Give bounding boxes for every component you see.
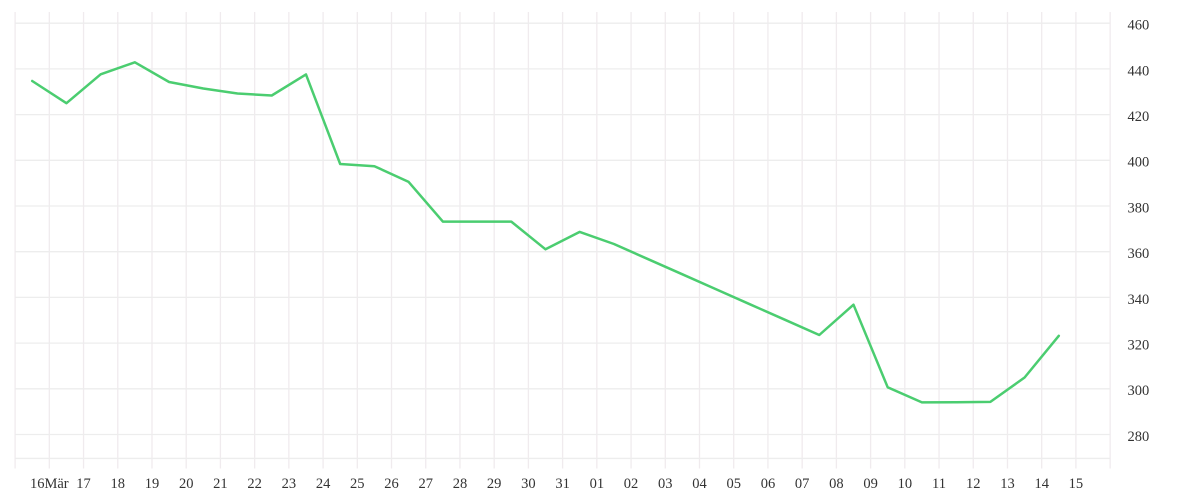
svg-text:400: 400 [1128, 155, 1150, 171]
svg-text:21: 21 [213, 476, 228, 492]
svg-text:280: 280 [1128, 429, 1150, 445]
svg-text:420: 420 [1128, 109, 1150, 125]
svg-text:14: 14 [1034, 476, 1049, 492]
svg-text:13: 13 [1000, 476, 1015, 492]
svg-text:12: 12 [966, 476, 981, 492]
svg-text:19: 19 [145, 476, 160, 492]
svg-text:26: 26 [384, 476, 399, 492]
svg-text:300: 300 [1128, 383, 1150, 399]
svg-text:05: 05 [726, 476, 741, 492]
svg-text:01: 01 [590, 476, 605, 492]
svg-text:10: 10 [898, 476, 913, 492]
svg-text:06: 06 [761, 476, 776, 492]
svg-text:460: 460 [1128, 18, 1150, 34]
svg-text:11: 11 [932, 476, 946, 492]
svg-text:25: 25 [350, 476, 365, 492]
svg-text:31: 31 [555, 476, 570, 492]
svg-text:27: 27 [418, 476, 433, 492]
svg-text:07: 07 [795, 476, 810, 492]
svg-text:360: 360 [1128, 246, 1150, 262]
svg-text:23: 23 [282, 476, 297, 492]
svg-text:18: 18 [111, 476, 126, 492]
svg-text:16Mär: 16Mär [30, 476, 69, 492]
svg-text:17: 17 [76, 476, 91, 492]
svg-text:340: 340 [1128, 292, 1150, 308]
svg-text:28: 28 [453, 476, 468, 492]
svg-text:29: 29 [487, 476, 502, 492]
svg-text:30: 30 [521, 476, 536, 492]
svg-text:24: 24 [316, 476, 331, 492]
svg-text:04: 04 [692, 476, 707, 492]
svg-text:09: 09 [863, 476, 878, 492]
svg-text:08: 08 [829, 476, 844, 492]
svg-text:22: 22 [247, 476, 262, 492]
svg-text:03: 03 [658, 476, 673, 492]
svg-text:380: 380 [1128, 200, 1150, 216]
svg-text:02: 02 [624, 476, 639, 492]
svg-text:15: 15 [1069, 476, 1084, 492]
svg-text:20: 20 [179, 476, 194, 492]
svg-text:320: 320 [1128, 338, 1150, 354]
svg-text:440: 440 [1128, 63, 1150, 79]
